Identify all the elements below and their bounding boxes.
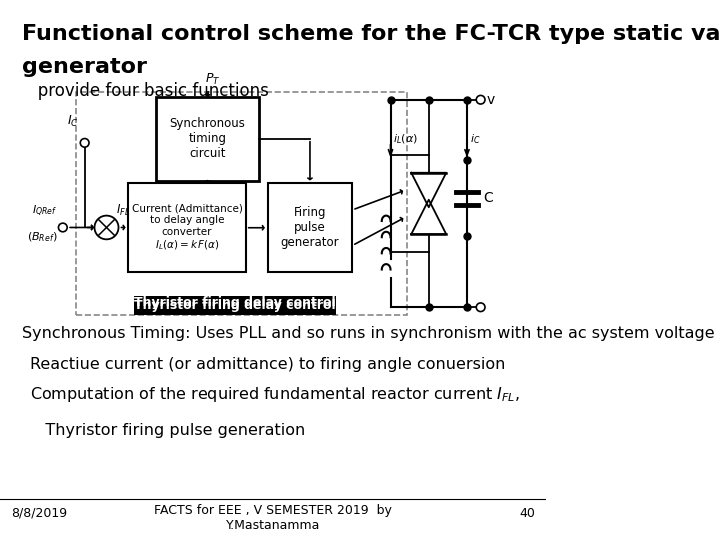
Polygon shape: [411, 200, 446, 234]
Text: $I_{FL}$: $I_{FL}$: [117, 202, 130, 218]
Text: Thyristor firing delay control: Thyristor firing delay control: [134, 299, 336, 312]
Circle shape: [476, 303, 485, 312]
Text: provide four basic functions: provide four basic functions: [22, 82, 269, 100]
Text: Synchronous Timing: Uses PLL and so runs in synchronism with the ac system volta: Synchronous Timing: Uses PLL and so runs…: [22, 326, 714, 341]
Text: $i_C$: $i_C$: [469, 132, 480, 146]
Text: Reactiue current (or admittance) to firing angle conuersion: Reactiue current (or admittance) to firi…: [30, 357, 505, 372]
Bar: [134, 296, 336, 315]
Text: 40: 40: [519, 507, 535, 519]
Polygon shape: [411, 173, 446, 207]
Text: $P_T$: $P_T$: [205, 72, 221, 87]
Text: generator: generator: [22, 57, 147, 77]
Text: Synchronous
timing
circuit: Synchronous timing circuit: [170, 117, 246, 160]
Text: Firing
pulse
generator: Firing pulse generator: [281, 206, 339, 249]
Text: $I_C$: $I_C$: [68, 114, 79, 130]
Text: $(B_{Ref})$: $(B_{Ref})$: [27, 230, 58, 244]
Text: FACTS for EEE , V SEMESTER 2019  by
Y.Mastanamma: FACTS for EEE , V SEMESTER 2019 by Y.Mas…: [154, 504, 392, 532]
Text: 8/8/2019: 8/8/2019: [11, 507, 67, 519]
Circle shape: [58, 223, 67, 232]
Circle shape: [94, 215, 119, 239]
Circle shape: [476, 96, 485, 104]
Text: Functional control scheme for the FC-TCR type static var: Functional control scheme for the FC-TCR…: [22, 24, 720, 44]
Text: Computation of the required fundamental reactor current $I_{FL}$,: Computation of the required fundamental …: [30, 386, 520, 404]
Text: Thyristor firing delay control: Thyristor firing delay control: [134, 296, 336, 309]
Text: Current (Admittance)
to delay angle
converter
$I_L(\alpha) = k\,F(\alpha)$: Current (Admittance) to delay angle conv…: [132, 204, 243, 252]
Text: v: v: [486, 93, 495, 107]
Text: C: C: [483, 191, 493, 205]
Circle shape: [81, 139, 89, 147]
Text: $I_{QRef}$: $I_{QRef}$: [32, 204, 58, 219]
Text: Thyristor firing pulse generation: Thyristor firing pulse generation: [30, 423, 305, 438]
Text: $i_L(\alpha)$: $i_L(\alpha)$: [393, 132, 418, 146]
